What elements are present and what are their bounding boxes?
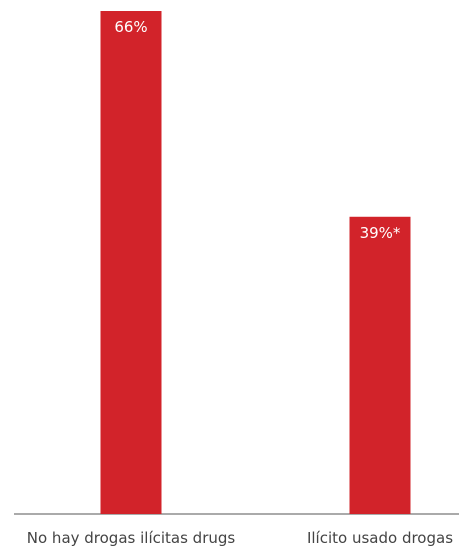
category-label-1: No hay drogas ilícitas drugs (27, 529, 236, 547)
category-label-2: Ilícito usado drogas (307, 529, 453, 547)
bar-value-label-2: 39%* (360, 224, 401, 242)
value-labels-group: 66% 39%* (114, 18, 401, 242)
bar-2 (349, 216, 411, 515)
bar-1 (100, 11, 162, 514)
bars-group (100, 11, 411, 515)
bar-value-label-1: 66% (114, 18, 147, 36)
category-labels-group: No hay drogas ilícitas drugs Ilícito usad… (27, 529, 453, 547)
